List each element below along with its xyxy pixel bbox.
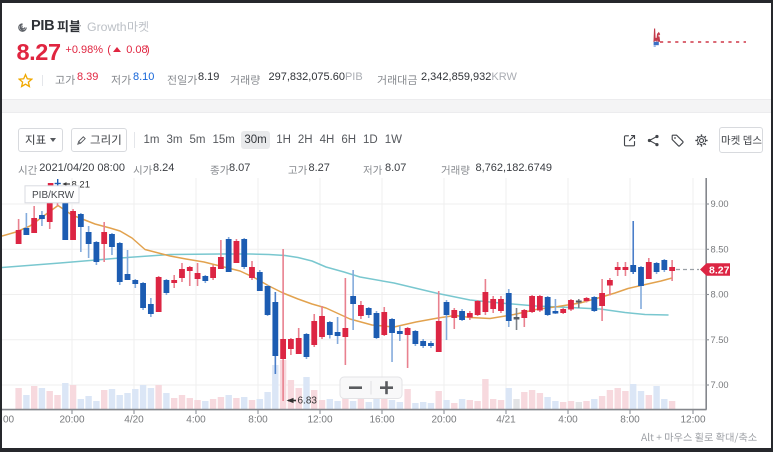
svg-text:4/20: 4/20 (124, 414, 144, 425)
svg-text:4:00: 4:00 (186, 414, 206, 425)
svg-text:8:00: 8:00 (620, 414, 640, 425)
svg-text:9.00: 9.00 (711, 199, 729, 209)
svg-text:7.00: 7.00 (711, 380, 729, 390)
svg-text:8.50: 8.50 (711, 245, 729, 255)
svg-text:20:00: 20:00 (431, 414, 456, 425)
svg-text:16:00: 16:00 (369, 414, 394, 425)
svg-text:6.83: 6.83 (298, 396, 318, 407)
svg-text:8:00: 8:00 (248, 414, 268, 425)
svg-text:8.27: 8.27 (709, 265, 730, 277)
svg-text:12:00: 12:00 (680, 414, 705, 425)
svg-text:8.21: 8.21 (72, 180, 91, 191)
svg-text:20:00: 20:00 (59, 414, 84, 425)
svg-text:4:00: 4:00 (558, 414, 578, 425)
svg-text:00: 00 (3, 414, 15, 425)
svg-text:8.00: 8.00 (711, 290, 729, 300)
svg-text:7.50: 7.50 (711, 335, 729, 345)
svg-text:PIB/KRW: PIB/KRW (32, 190, 75, 201)
svg-text:4/21: 4/21 (496, 414, 516, 425)
svg-text:12:00: 12:00 (307, 414, 332, 425)
